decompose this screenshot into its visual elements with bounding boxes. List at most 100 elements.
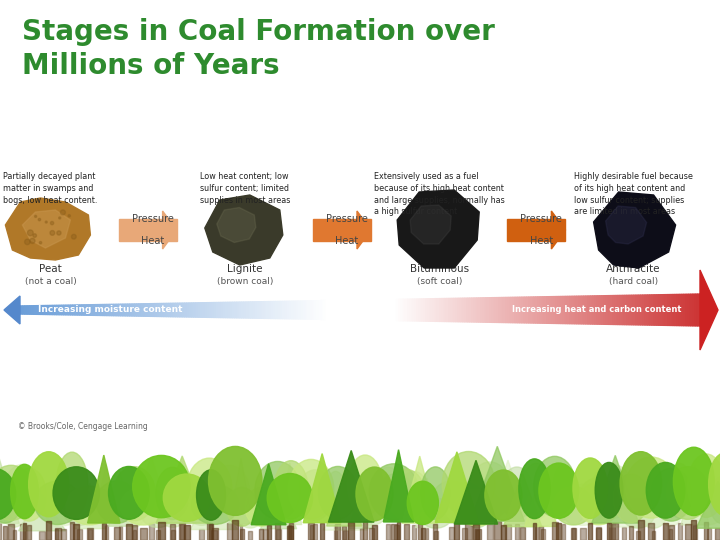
Polygon shape: [135, 304, 137, 316]
Ellipse shape: [500, 467, 533, 519]
Polygon shape: [19, 494, 66, 531]
Polygon shape: [75, 305, 77, 315]
Polygon shape: [278, 463, 302, 524]
Ellipse shape: [534, 456, 576, 516]
Polygon shape: [114, 304, 116, 316]
Bar: [539, 526, 543, 540]
Bar: [336, 524, 341, 540]
Polygon shape: [501, 298, 504, 322]
Polygon shape: [239, 302, 241, 318]
Polygon shape: [668, 294, 670, 326]
Polygon shape: [524, 297, 526, 323]
Polygon shape: [141, 304, 143, 316]
Polygon shape: [378, 300, 381, 320]
Polygon shape: [109, 305, 112, 316]
Polygon shape: [631, 295, 634, 325]
Ellipse shape: [526, 489, 559, 526]
Polygon shape: [504, 298, 506, 322]
Bar: [669, 529, 672, 540]
Polygon shape: [436, 452, 479, 522]
Ellipse shape: [613, 474, 649, 523]
Ellipse shape: [552, 464, 575, 520]
Bar: [156, 530, 161, 540]
Polygon shape: [150, 303, 153, 316]
Polygon shape: [266, 302, 269, 319]
Polygon shape: [599, 296, 602, 324]
Ellipse shape: [356, 467, 393, 521]
Polygon shape: [48, 306, 50, 315]
Polygon shape: [22, 210, 71, 248]
Polygon shape: [528, 297, 531, 323]
Bar: [276, 529, 281, 540]
Polygon shape: [636, 295, 638, 325]
Polygon shape: [415, 299, 417, 321]
Ellipse shape: [29, 452, 68, 517]
Polygon shape: [700, 294, 702, 326]
Polygon shape: [255, 302, 258, 318]
Bar: [240, 524, 243, 540]
Polygon shape: [392, 299, 395, 321]
Polygon shape: [353, 300, 356, 320]
Polygon shape: [123, 304, 125, 316]
Polygon shape: [196, 303, 198, 317]
Polygon shape: [449, 299, 451, 322]
Polygon shape: [440, 299, 442, 321]
Polygon shape: [556, 296, 559, 323]
Polygon shape: [328, 450, 374, 522]
Polygon shape: [454, 460, 498, 524]
Polygon shape: [253, 302, 255, 318]
Ellipse shape: [300, 471, 324, 521]
Text: Increasing moisture content: Increasing moisture content: [38, 305, 182, 314]
Ellipse shape: [595, 462, 623, 518]
Ellipse shape: [692, 486, 720, 525]
Polygon shape: [442, 299, 444, 321]
Circle shape: [30, 238, 35, 244]
Polygon shape: [405, 299, 408, 321]
Ellipse shape: [209, 447, 262, 515]
Bar: [433, 531, 438, 540]
Polygon shape: [649, 295, 652, 325]
Polygon shape: [178, 303, 180, 317]
Polygon shape: [499, 298, 501, 322]
Polygon shape: [223, 302, 225, 318]
Bar: [552, 522, 557, 540]
Polygon shape: [102, 305, 104, 315]
Polygon shape: [415, 478, 438, 528]
Bar: [397, 522, 400, 540]
Polygon shape: [641, 295, 643, 325]
Polygon shape: [485, 298, 487, 322]
Bar: [13, 530, 16, 540]
Polygon shape: [510, 298, 513, 323]
Polygon shape: [184, 303, 186, 317]
Bar: [148, 523, 154, 540]
Polygon shape: [456, 298, 458, 322]
Ellipse shape: [464, 496, 490, 528]
Ellipse shape: [469, 462, 511, 519]
Polygon shape: [586, 296, 588, 324]
Bar: [648, 523, 654, 540]
Polygon shape: [155, 303, 157, 316]
Polygon shape: [18, 306, 20, 314]
Ellipse shape: [431, 481, 472, 523]
Bar: [334, 525, 337, 540]
Polygon shape: [93, 464, 120, 525]
Polygon shape: [567, 296, 570, 323]
Polygon shape: [207, 302, 210, 318]
Polygon shape: [428, 299, 431, 321]
Polygon shape: [693, 294, 696, 326]
Ellipse shape: [192, 484, 238, 524]
Circle shape: [35, 215, 37, 218]
Polygon shape: [525, 472, 557, 526]
Polygon shape: [164, 303, 166, 316]
Polygon shape: [390, 300, 392, 321]
Polygon shape: [30, 306, 32, 314]
Polygon shape: [552, 296, 554, 323]
Polygon shape: [171, 303, 173, 317]
Polygon shape: [271, 301, 274, 319]
Polygon shape: [638, 295, 641, 325]
Bar: [20, 524, 24, 540]
Polygon shape: [634, 295, 636, 325]
Polygon shape: [280, 301, 282, 319]
Bar: [454, 522, 459, 540]
Bar: [55, 528, 60, 540]
